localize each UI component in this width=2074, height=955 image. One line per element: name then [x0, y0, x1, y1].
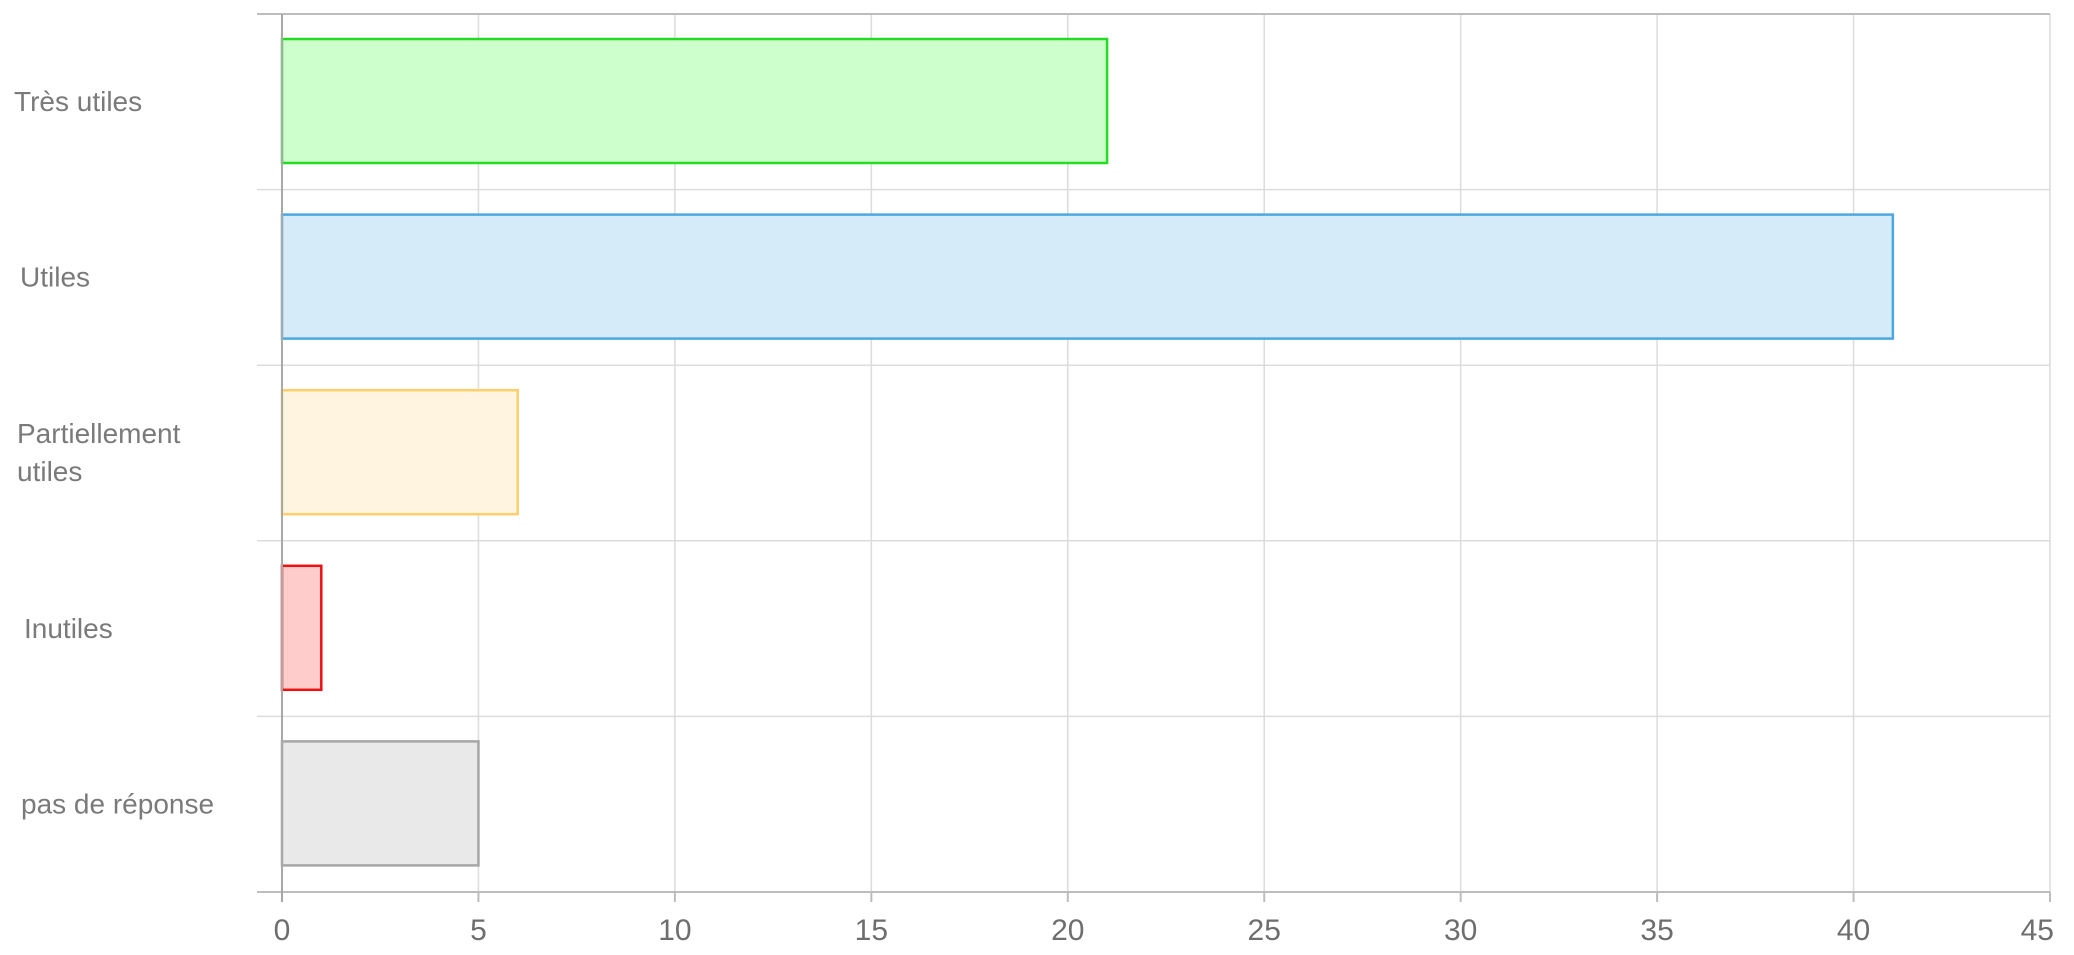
category-label-line: pas de réponse — [21, 788, 214, 819]
category-labels: Très utiles Utiles Partiellement utiles Inut… — [14, 86, 214, 819]
category-label: Utiles — [20, 262, 90, 293]
x-tick-label: 0 — [274, 914, 291, 947]
x-tick-labels: 0 5 10 15 20 25 30 35 40 45 — [274, 914, 2054, 947]
bars-layer — [280, 37, 1895, 867]
bar — [280, 388, 519, 516]
x-tick-label: 15 — [855, 914, 888, 947]
x-tick-label: 20 — [1051, 914, 1084, 947]
x-tick-label: 40 — [1837, 914, 1870, 947]
category-label: Très utiles — [14, 86, 142, 117]
axis-layer — [257, 13, 2051, 902]
bar — [280, 213, 1895, 340]
x-tick-label: 5 — [470, 914, 487, 947]
x-tick-label: 30 — [1444, 914, 1477, 947]
category-label-line: Très utiles — [14, 86, 142, 117]
category-label-line: Partiellement — [17, 418, 181, 449]
x-tick-label: 35 — [1640, 914, 1673, 947]
category-label: pas de réponse — [21, 788, 214, 819]
category-label-line: Inutiles — [24, 613, 113, 644]
category-label: Inutiles — [24, 613, 113, 644]
category-label-line: Utiles — [20, 262, 90, 293]
bar — [280, 564, 323, 692]
x-tick-label: 10 — [658, 914, 691, 947]
bar — [280, 740, 480, 867]
bar — [280, 37, 1109, 165]
category-label: Partiellement utiles — [17, 418, 181, 487]
x-tick-label: 25 — [1248, 914, 1281, 947]
x-tick-label: 45 — [2021, 914, 2054, 947]
category-label-line: utiles — [17, 456, 82, 487]
